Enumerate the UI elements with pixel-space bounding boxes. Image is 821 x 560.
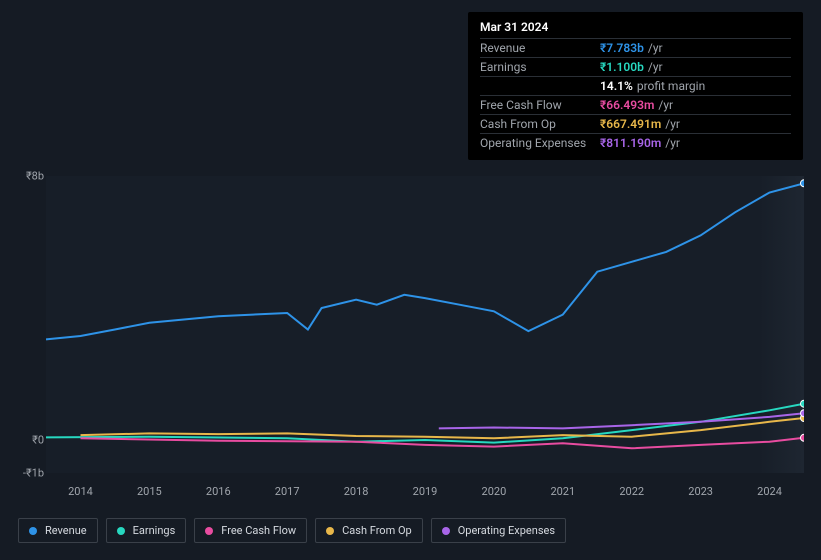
x-tick-label: 2021 xyxy=(550,485,575,498)
y-tick-label: ₹8b xyxy=(18,170,44,183)
tooltip-row: Earnings₹1.100b/yr xyxy=(480,57,791,76)
tooltip-row-label: Cash From Op xyxy=(480,117,600,131)
x-tick-label: 2016 xyxy=(206,485,231,498)
x-tick-label: 2020 xyxy=(482,485,507,498)
legend-swatch xyxy=(205,527,213,535)
legend-swatch xyxy=(442,527,450,535)
x-tick-label: 2015 xyxy=(137,485,162,498)
series-endpoint xyxy=(801,400,805,407)
tooltip-row-suffix: /yr xyxy=(658,98,673,112)
y-tick-label: -₹1b xyxy=(18,467,44,480)
tooltip-row-suffix: profit margin xyxy=(637,79,705,93)
tooltip-row-label xyxy=(480,79,600,93)
series-endpoint xyxy=(801,410,805,417)
x-tick-label: 2022 xyxy=(619,485,644,498)
x-tick-label: 2017 xyxy=(275,485,300,498)
series-operating-expenses xyxy=(439,413,804,428)
tooltip-row: Free Cash Flow₹66.493m/yr xyxy=(480,95,791,114)
tooltip-row-suffix: /yr xyxy=(665,136,680,150)
x-axis-labels: 2014 2015 2016 2017 2018 2019 2020 2021 2022 2023… xyxy=(46,485,804,501)
tooltip-row-value: 14.1% xyxy=(600,79,633,93)
tooltip-date: Mar 31 2024 xyxy=(480,20,791,38)
legend-swatch xyxy=(29,527,37,535)
legend-item-cash-from-op[interactable]: Cash From Op xyxy=(315,518,423,543)
tooltip-row: Revenue₹7.783b/yr xyxy=(480,38,791,57)
x-tick-label: 2018 xyxy=(344,485,369,498)
legend-item-free-cash-flow[interactable]: Free Cash Flow xyxy=(194,518,307,543)
legend: Revenue Earnings Free Cash Flow Cash From O… xyxy=(18,518,566,543)
y-tick-label: ₹0 xyxy=(18,434,44,447)
legend-item-operating-expenses[interactable]: Operating Expenses xyxy=(431,518,566,543)
legend-label: Earnings xyxy=(133,524,176,537)
legend-swatch xyxy=(117,527,125,535)
tooltip-rows: Revenue₹7.783b/yrEarnings₹1.100b/yr14.1%… xyxy=(480,38,791,152)
legend-label: Operating Expenses xyxy=(458,524,555,537)
x-tick-label: 2023 xyxy=(688,485,713,498)
tooltip-row-suffix: /yr xyxy=(648,60,663,74)
series-free-cash-flow xyxy=(81,438,805,449)
tooltip-row-suffix: /yr xyxy=(665,117,680,131)
series-svg xyxy=(46,176,804,473)
tooltip-row: 14.1% profit margin xyxy=(480,76,791,95)
tooltip-row-label: Earnings xyxy=(480,60,600,74)
chart-tooltip: Mar 31 2024 Revenue₹7.783b/yrEarnings₹1.… xyxy=(468,12,803,160)
series-revenue xyxy=(46,183,804,339)
legend-label: Cash From Op xyxy=(342,524,412,537)
tooltip-row-value: ₹1.100b xyxy=(600,60,644,74)
tooltip-row-value: ₹811.190m xyxy=(600,136,661,150)
tooltip-row-value: ₹66.493m xyxy=(600,98,654,112)
series-endpoint xyxy=(801,434,805,441)
plot-region[interactable] xyxy=(46,176,804,473)
x-tick-label: 2024 xyxy=(757,485,782,498)
legend-item-revenue[interactable]: Revenue xyxy=(18,518,98,543)
series-endpoint xyxy=(801,180,805,187)
x-tick-label: 2014 xyxy=(68,485,93,498)
tooltip-row-label: Operating Expenses xyxy=(480,136,600,150)
legend-label: Free Cash Flow xyxy=(221,524,296,537)
tooltip-row-label: Revenue xyxy=(480,41,600,55)
x-tick-label: 2019 xyxy=(413,485,438,498)
tooltip-row-label: Free Cash Flow xyxy=(480,98,600,112)
tooltip-row: Cash From Op₹667.491m/yr xyxy=(480,114,791,133)
chart-area: ₹8b₹0-₹1b xyxy=(18,160,804,475)
legend-item-earnings[interactable]: Earnings xyxy=(106,518,187,543)
tooltip-row-value: ₹7.783b xyxy=(600,41,644,55)
tooltip-row-value: ₹667.491m xyxy=(600,117,661,131)
legend-label: Revenue xyxy=(45,524,87,537)
legend-swatch xyxy=(326,527,334,535)
tooltip-row: Operating Expenses₹811.190m/yr xyxy=(480,133,791,152)
tooltip-row-suffix: /yr xyxy=(648,41,663,55)
